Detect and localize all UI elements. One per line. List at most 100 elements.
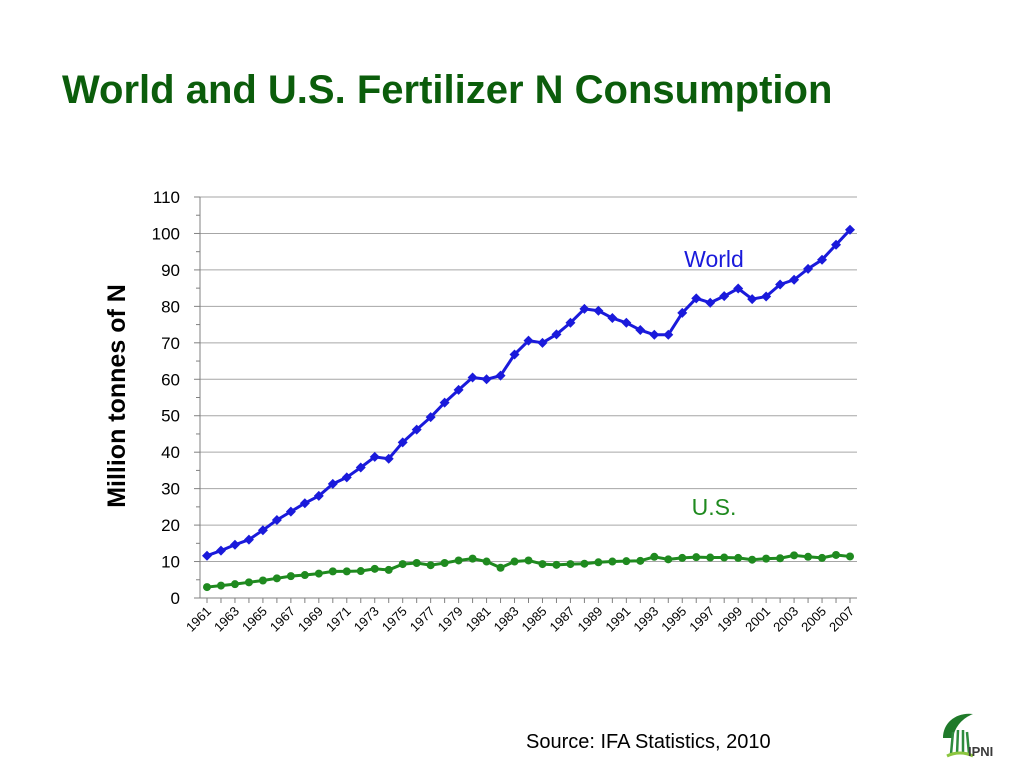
y-tick-label: 70 [161, 334, 180, 353]
data-point-us [258, 576, 267, 585]
data-point-world [215, 545, 226, 556]
x-tick-label: 2007 [826, 604, 857, 635]
x-tick-label: 1989 [574, 604, 605, 635]
data-point-us [776, 554, 785, 563]
data-point-world [663, 329, 674, 340]
data-point-world [719, 291, 730, 302]
data-point-world [313, 490, 324, 501]
y-tick-label: 10 [161, 553, 180, 572]
data-point-world [411, 424, 422, 435]
data-point-world [677, 307, 688, 318]
data-point-world [383, 453, 394, 464]
x-tick-label: 1991 [602, 604, 633, 635]
chart-axes [194, 196, 857, 603]
data-point-us [342, 567, 351, 576]
data-point-us [286, 572, 295, 581]
data-point-world [747, 294, 758, 305]
x-tick-label: 2003 [770, 604, 801, 635]
logo-text: IPNI [968, 744, 994, 759]
data-point-world [691, 293, 702, 304]
data-point-world [509, 349, 520, 360]
data-point-world [397, 437, 408, 448]
data-point-us [846, 552, 854, 561]
data-point-world [803, 263, 814, 274]
data-point-us [622, 557, 631, 566]
data-point-us [216, 581, 225, 590]
x-tick-label: 1987 [546, 604, 577, 635]
data-point-us [706, 553, 715, 562]
data-point-world [285, 506, 296, 517]
y-tick-label: 40 [161, 443, 180, 462]
y-tick-label: 100 [152, 224, 180, 243]
data-point-us [734, 553, 743, 562]
data-point-us [454, 556, 463, 565]
x-tick-label: 1975 [379, 604, 410, 635]
data-point-us [608, 557, 617, 566]
data-point-us [524, 556, 533, 565]
data-point-us [426, 561, 435, 570]
data-point-us [384, 565, 393, 574]
x-tick-label: 1977 [407, 604, 438, 635]
data-point-us [468, 554, 477, 563]
data-point-us [538, 560, 547, 569]
data-point-us [370, 564, 379, 573]
data-point-world [593, 305, 604, 316]
data-point-us [762, 554, 771, 563]
data-point-world [537, 337, 548, 348]
x-tick-label: 1995 [658, 604, 689, 635]
data-point-us [412, 559, 421, 568]
series-markers [202, 224, 855, 592]
data-point-world [635, 325, 646, 336]
data-point-world [705, 297, 716, 308]
data-point-world [355, 462, 366, 473]
x-tick-labels: 1961196319651967196919711973197519771979… [183, 604, 857, 635]
series-annotations: World U.S. [684, 246, 744, 520]
y-tick-label: 30 [161, 480, 180, 499]
data-point-world [789, 274, 800, 285]
data-point-us [230, 580, 239, 589]
x-tick-label: 2001 [742, 604, 773, 635]
data-point-world [817, 254, 828, 265]
x-tick-label: 1999 [714, 604, 745, 635]
grid-lines [200, 196, 857, 563]
y-tick-label: 90 [161, 261, 180, 280]
x-tick-label: 1997 [686, 604, 717, 635]
y-tick-label: 60 [161, 370, 180, 389]
data-point-us [244, 578, 253, 587]
x-tick-label: 1993 [630, 604, 661, 635]
x-tick-label: 1963 [211, 604, 242, 635]
data-point-world [257, 525, 268, 536]
data-point-world [453, 384, 464, 395]
data-point-us [314, 569, 323, 578]
data-point-world [369, 451, 380, 462]
data-point-us [664, 555, 673, 564]
data-point-us [272, 574, 281, 583]
data-point-us [482, 557, 491, 566]
series-lines [206, 228, 852, 589]
data-point-us [692, 553, 701, 562]
data-point-world [733, 283, 744, 294]
data-point-world [299, 498, 310, 509]
data-point-us [356, 567, 365, 576]
y-tick-label: 50 [161, 407, 180, 426]
data-point-world [243, 534, 254, 545]
data-point-world [229, 539, 240, 550]
data-point-us [650, 552, 659, 561]
data-point-world [565, 317, 576, 328]
data-point-world [607, 313, 618, 324]
y-tick-label: 0 [171, 589, 180, 608]
ipni-logo [943, 713, 974, 758]
x-tick-label: 1965 [239, 604, 270, 635]
series-label-us: U.S. [692, 494, 737, 520]
data-point-us [748, 555, 757, 564]
data-point-world [523, 335, 534, 346]
data-point-world [831, 239, 842, 250]
x-tick-label: 1979 [435, 604, 466, 635]
data-point-us [720, 553, 729, 562]
data-point-world [481, 374, 492, 385]
data-point-us [790, 551, 799, 560]
x-tick-label: 1981 [463, 604, 494, 635]
x-tick-label: 1967 [267, 604, 298, 635]
data-point-world [775, 279, 786, 290]
